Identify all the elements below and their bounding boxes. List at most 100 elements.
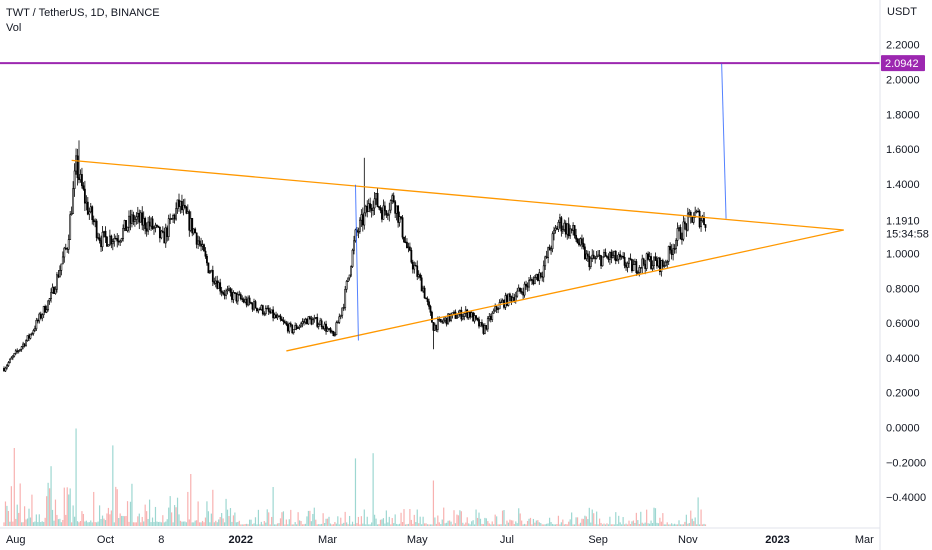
candle-body	[450, 314, 452, 321]
volume-bar	[444, 523, 446, 526]
candle-body	[414, 265, 417, 267]
volume-bar	[290, 509, 292, 526]
volume-bar	[393, 523, 395, 526]
volume-bar	[638, 524, 640, 526]
volume-bar	[694, 517, 696, 526]
volume-bar	[141, 516, 143, 526]
candle-body	[307, 316, 310, 325]
candle-body	[42, 306, 45, 316]
volume-bar	[148, 499, 151, 526]
candle-body	[191, 217, 194, 234]
candle-body	[214, 280, 217, 284]
volume-bar	[335, 523, 337, 526]
candle-body	[511, 297, 514, 302]
candle-body	[692, 217, 695, 223]
candle-body	[382, 205, 385, 220]
symbol-title[interactable]: TWT / TetherUS, 1D, BINANCE	[6, 7, 160, 19]
volume-bar	[101, 515, 104, 526]
volume-bar	[282, 511, 285, 526]
volume-bar	[403, 509, 405, 526]
volume-bar	[226, 509, 229, 526]
candle-body	[508, 293, 511, 297]
volume-bar	[32, 522, 35, 526]
volume-bar	[479, 518, 482, 526]
candle-body	[401, 217, 404, 238]
candle-body	[26, 335, 29, 341]
candle-body	[44, 306, 47, 313]
candle-body	[67, 239, 70, 250]
candle-body	[236, 294, 239, 302]
volume-bar	[294, 522, 296, 526]
volume-bar	[7, 510, 10, 526]
volume-bar	[109, 514, 111, 526]
candle-body	[482, 324, 485, 334]
candle-body	[69, 214, 72, 240]
candle-body	[129, 215, 132, 224]
price-tick-label: 0.8000	[886, 283, 920, 295]
volume-bar	[546, 523, 548, 526]
candle-body	[91, 206, 94, 221]
time-scale[interactable]: Aug Oct 8 2022 Mar May Jul Sep Nov 2023 Mar	[6, 534, 874, 546]
volume-bar	[475, 509, 477, 526]
candle-body	[667, 246, 670, 262]
volume-bar	[85, 520, 87, 526]
volume-bar	[365, 524, 367, 526]
volume-bar	[219, 517, 221, 526]
candle-body	[323, 323, 326, 329]
candle-body	[478, 319, 480, 327]
volume-bar	[468, 523, 470, 526]
candle-body	[172, 214, 175, 220]
candle-body	[456, 317, 458, 319]
candle-body	[394, 201, 397, 214]
volume-bar	[453, 510, 455, 526]
volume-bar	[491, 521, 493, 526]
candle-body	[666, 261, 669, 263]
volume-bar	[232, 515, 235, 526]
candle-body	[56, 274, 58, 290]
volume-bar	[248, 519, 251, 526]
volume-bar	[572, 524, 574, 526]
candle-body	[256, 307, 258, 312]
volume-bar	[71, 522, 73, 526]
candle-body	[78, 177, 80, 181]
candle-body	[592, 254, 595, 259]
volume-bar	[221, 513, 223, 526]
time-tick-label: Nov	[678, 534, 698, 546]
price-tick-label: 1.8000	[886, 109, 920, 121]
price-tick-label: −0.2000	[886, 457, 926, 469]
volume-bar	[179, 520, 182, 526]
volume-bar	[210, 513, 212, 526]
volume-bar	[665, 524, 667, 526]
candle-body	[176, 199, 179, 209]
candle-body	[208, 271, 211, 274]
candle-body	[276, 315, 279, 319]
candle-body	[358, 219, 361, 232]
volume-bar	[662, 513, 664, 526]
candle-body	[566, 223, 569, 235]
volume-bar	[106, 513, 108, 526]
price-tick-label: 1.6000	[886, 144, 920, 156]
volume-bar	[643, 523, 645, 526]
volume-bar	[596, 511, 598, 526]
candle-body	[95, 220, 98, 238]
candle-body	[363, 212, 366, 226]
volume-bar	[312, 513, 314, 526]
volume-bar	[646, 509, 648, 526]
candle-body	[691, 215, 694, 223]
volume-bar	[478, 512, 480, 526]
volume-bar	[704, 524, 707, 526]
candle-body	[431, 311, 433, 323]
volume-bar	[366, 516, 368, 526]
volume-bar	[657, 523, 660, 526]
price-scale[interactable]: USDT 2.2000 2.0000 1.8000 1.6000 1.4000 1.000…	[886, 6, 926, 504]
volume-bar	[175, 507, 177, 526]
candle-body	[607, 256, 610, 260]
candle-body	[92, 219, 95, 223]
volume-indicator-label[interactable]: Vol	[6, 22, 22, 34]
candle-body	[154, 224, 157, 228]
candle-body	[126, 226, 129, 232]
volume-bar	[379, 519, 382, 526]
volume-bar	[104, 520, 107, 526]
